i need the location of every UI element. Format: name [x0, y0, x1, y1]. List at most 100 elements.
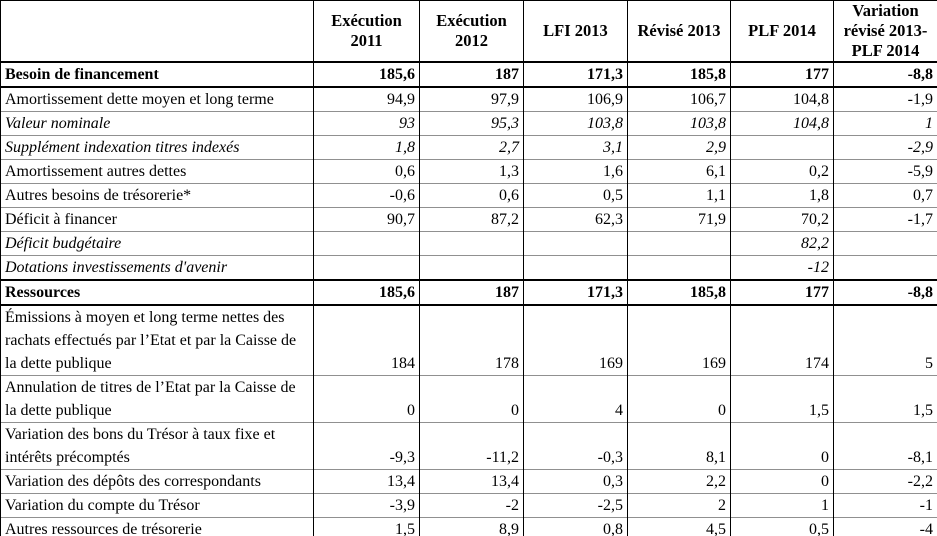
- value-cell: 103,8: [627, 111, 731, 136]
- value-cell: 169: [523, 304, 628, 376]
- value-cell: 177: [730, 279, 834, 306]
- value-cell: 0: [730, 469, 834, 494]
- value-cell: 1,5: [833, 375, 937, 423]
- table-row: Autres besoins de trésorerie* -0,6 0,6 0,5 1…: [0, 183, 937, 208]
- value-cell: -9,3: [313, 422, 420, 470]
- table-header: Exécution 2011 Exécution 2012 LFI 2013 Révi…: [0, 0, 937, 63]
- value-cell: 1,1: [627, 183, 731, 208]
- value-cell: 0,2: [730, 159, 834, 184]
- row-label: Variation des dépôts des correspondants: [0, 469, 314, 494]
- value-cell: [313, 231, 420, 256]
- value-cell: 90,7: [313, 207, 420, 232]
- column-header: Exécution 2011: [313, 0, 420, 63]
- value-cell: 0,6: [419, 183, 524, 208]
- value-cell: [833, 231, 937, 256]
- column-header: Révisé 2013: [627, 0, 731, 63]
- value-cell: 0: [627, 375, 731, 423]
- row-label: Autres ressources de trésorerie: [0, 517, 314, 536]
- value-cell: 0,5: [523, 183, 628, 208]
- table-body: Besoin de financement 185,6 187 171,3 185,8 1…: [0, 61, 937, 536]
- row-label: Amortissement autres dettes: [0, 159, 314, 184]
- value-cell: 8,9: [419, 517, 524, 536]
- value-cell: 1: [833, 111, 937, 136]
- value-cell: 171,3: [523, 279, 628, 306]
- row-label: Ressources: [0, 279, 314, 306]
- table-row: Valeur nominale 93 95,3 103,8 103,8 104,8 1: [0, 111, 937, 136]
- value-cell: 0,8: [523, 517, 628, 536]
- value-cell: 185,8: [627, 279, 731, 306]
- value-cell: 97,9: [419, 86, 524, 112]
- value-cell: 103,8: [523, 111, 628, 136]
- value-cell: [313, 255, 420, 280]
- value-cell: 2,7: [419, 135, 524, 160]
- value-cell: 174: [730, 304, 834, 376]
- table-row: Déficit à financer 90,7 87,2 62,3 71,9 70,2 -1…: [0, 207, 937, 232]
- value-cell: -0,6: [313, 183, 420, 208]
- value-cell: 62,3: [523, 207, 628, 232]
- table-row: Variation des bons du Trésor à taux fixe…: [0, 422, 937, 470]
- value-cell: -1,9: [833, 86, 937, 112]
- value-cell: 93: [313, 111, 420, 136]
- table-row: Supplément indexation titres indexés 1,8 2…: [0, 135, 937, 160]
- value-cell: -1,7: [833, 207, 937, 232]
- table-row: Amortissement autres dettes 0,6 1,3 1,6 6,1 0…: [0, 159, 937, 184]
- value-cell: 104,8: [730, 86, 834, 112]
- value-cell: 0: [419, 375, 524, 423]
- table-row: Annulation de titres de l’Etat par la Ca…: [0, 375, 937, 423]
- value-cell: [419, 255, 524, 280]
- value-cell: 71,9: [627, 207, 731, 232]
- column-header: Exécution 2012: [419, 0, 524, 63]
- value-cell: 87,2: [419, 207, 524, 232]
- value-cell: -2,5: [523, 493, 628, 518]
- value-cell: [627, 255, 731, 280]
- value-cell: -3,9: [313, 493, 420, 518]
- value-cell: 0,6: [313, 159, 420, 184]
- value-cell: -5,9: [833, 159, 937, 184]
- row-label: Dotations investissements d'avenir: [0, 255, 314, 280]
- row-label: Valeur nominale: [0, 111, 314, 136]
- value-cell: 82,2: [730, 231, 834, 256]
- table-row: Émissions à moyen et long terme nettes d…: [0, 304, 937, 376]
- value-cell: 6,1: [627, 159, 731, 184]
- value-cell: 0: [730, 422, 834, 470]
- value-cell: 1,8: [730, 183, 834, 208]
- value-cell: 178: [419, 304, 524, 376]
- value-cell: 1,5: [730, 375, 834, 423]
- value-cell: 4: [523, 375, 628, 423]
- value-cell: 2,2: [627, 469, 731, 494]
- value-cell: 187: [419, 279, 524, 306]
- value-cell: 13,4: [419, 469, 524, 494]
- row-label: Variation des bons du Trésor à taux fixe…: [0, 422, 314, 470]
- value-cell: 1,5: [313, 517, 420, 536]
- header-row: Exécution 2011 Exécution 2012 LFI 2013 Révi…: [0, 0, 937, 63]
- value-cell: -11,2: [419, 422, 524, 470]
- value-cell: [627, 231, 731, 256]
- value-cell: -2,9: [833, 135, 937, 160]
- value-cell: 5: [833, 304, 937, 376]
- table-row: Dotations investissements d'avenir -12: [0, 255, 937, 280]
- value-cell: 1,3: [419, 159, 524, 184]
- value-cell: 1,8: [313, 135, 420, 160]
- value-cell: 94,9: [313, 86, 420, 112]
- value-cell: [419, 231, 524, 256]
- value-cell: -4: [833, 517, 937, 536]
- value-cell: 0,5: [730, 517, 834, 536]
- row-label: Amortissement dette moyen et long terme: [0, 86, 314, 112]
- value-cell: -0,3: [523, 422, 628, 470]
- value-cell: [523, 231, 628, 256]
- value-cell: -8,8: [833, 279, 937, 306]
- value-cell: 185,8: [627, 61, 731, 88]
- table-row: Variation du compte du Trésor -3,9 -2 -2,5 2…: [0, 493, 937, 518]
- value-cell: 95,3: [419, 111, 524, 136]
- value-cell: 0: [313, 375, 420, 423]
- value-cell: -2: [419, 493, 524, 518]
- value-cell: 1,6: [523, 159, 628, 184]
- table-row: Variation des dépôts des correspondants 1…: [0, 469, 937, 494]
- value-cell: -8,1: [833, 422, 937, 470]
- value-cell: [730, 135, 834, 160]
- row-label: Supplément indexation titres indexés: [0, 135, 314, 160]
- row-label: Déficit à financer: [0, 207, 314, 232]
- value-cell: -1: [833, 493, 937, 518]
- value-cell: 187: [419, 61, 524, 88]
